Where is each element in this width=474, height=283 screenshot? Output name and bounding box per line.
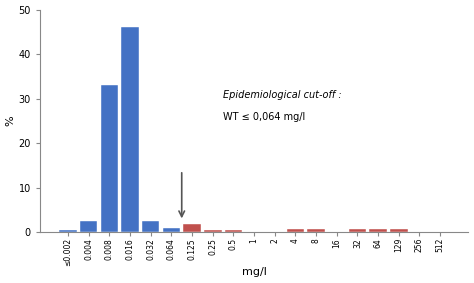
- Y-axis label: %: %: [6, 116, 16, 126]
- X-axis label: mg/l: mg/l: [242, 267, 266, 277]
- Text: Epidemiological cut-off :: Epidemiological cut-off :: [223, 90, 342, 100]
- Bar: [287, 229, 304, 232]
- Bar: [349, 229, 366, 232]
- Bar: [80, 221, 98, 232]
- Bar: [307, 229, 325, 232]
- Text: WT ≤ 0,064 mg/l: WT ≤ 0,064 mg/l: [223, 112, 305, 122]
- Bar: [100, 85, 118, 232]
- Bar: [163, 228, 180, 232]
- Bar: [225, 230, 242, 232]
- Bar: [121, 27, 139, 232]
- Bar: [142, 221, 159, 232]
- Bar: [204, 230, 221, 232]
- Bar: [369, 229, 387, 232]
- Bar: [390, 229, 408, 232]
- Bar: [183, 224, 201, 232]
- Bar: [59, 230, 77, 232]
